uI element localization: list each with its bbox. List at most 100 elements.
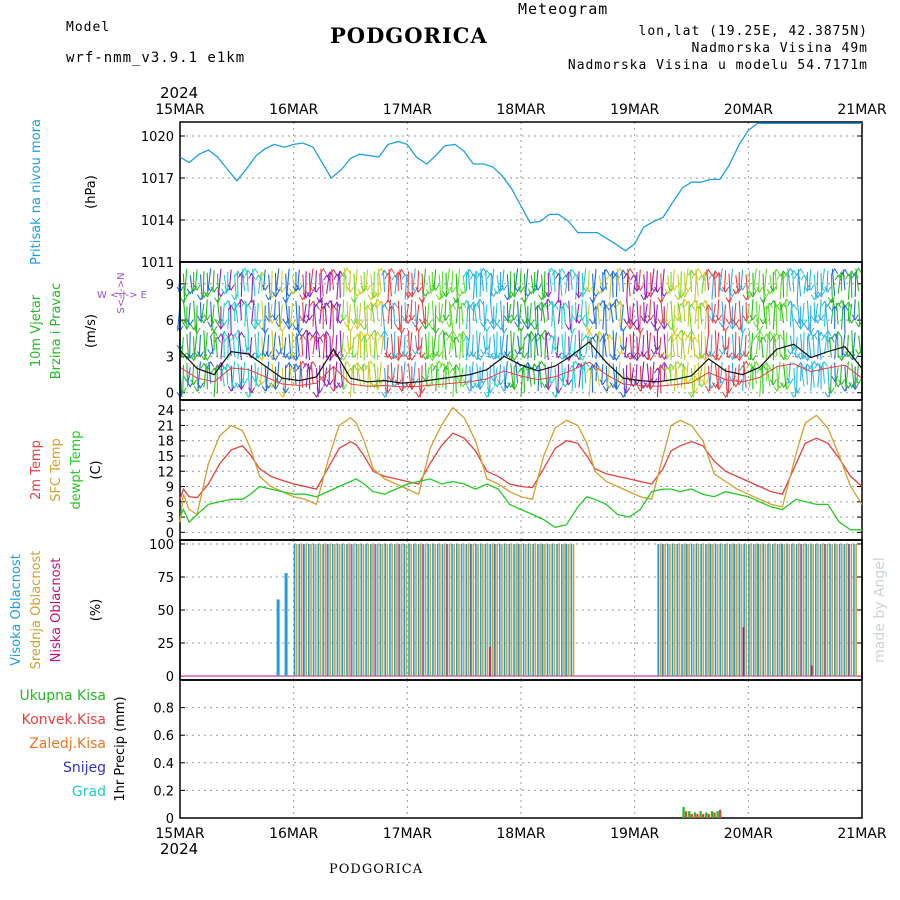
date-tick-label-top: 16MAR: [269, 102, 318, 118]
wind-arrow: [278, 301, 281, 327]
wind-arrow-head: [220, 319, 228, 326]
wind-arrow-head: [248, 298, 256, 306]
wind-arrow-head: [353, 333, 361, 340]
wind-arrow: [659, 364, 662, 393]
wind-arrow: [499, 336, 502, 361]
wind-arrow: [435, 365, 438, 392]
wind-arrow-head: [510, 354, 518, 361]
wind-arrow: [265, 361, 270, 388]
wind-arrow: [682, 299, 686, 320]
cloud-bar-mid: [515, 543, 518, 677]
wind-arrow: [456, 268, 461, 297]
wind-arrow: [524, 268, 529, 297]
wind-arrow: [534, 336, 536, 361]
wind-arrow-head: [381, 391, 389, 398]
panel-frame-temperature: [179, 399, 863, 541]
wind-arrow: [437, 334, 440, 357]
wind-arrow-head: [541, 302, 549, 310]
wind-arrow-head: [589, 336, 597, 343]
wind-arrow-head: [585, 367, 593, 374]
cloud-bar-high: [518, 543, 520, 677]
y-tick-label: 9: [166, 278, 174, 293]
wind-arrow-head: [538, 294, 545, 301]
wind-arrow-head: [827, 297, 835, 304]
cloud-bar-mid: [664, 543, 666, 677]
wind-arrow: [718, 272, 720, 297]
wind-arrow: [274, 272, 277, 297]
cloud-bar-high: [853, 543, 855, 677]
wind-arrow: [711, 274, 715, 300]
wind-arrow: [444, 299, 447, 320]
cloud-bar-high: [465, 543, 468, 677]
wind-arrow: [499, 300, 503, 330]
wind-arrow: [182, 273, 186, 303]
cloud-bar-mid: [334, 543, 336, 677]
wind-arrow: [564, 331, 566, 359]
wind-arrow-head: [289, 352, 296, 359]
wind-arrow: [538, 361, 543, 388]
cloud-bar-mid: [755, 543, 757, 677]
wind-arrow-head: [244, 391, 252, 398]
temp-unit-label: (C): [89, 460, 104, 479]
wind-axis-label-2: Brzina i Pravac: [49, 283, 64, 380]
cloud-bar-high: [413, 543, 415, 677]
wind-arrow-head: [275, 348, 283, 356]
wind-arrow-head: [486, 352, 494, 359]
wind-arrow-head: [405, 353, 412, 361]
wind-arrow-head: [510, 384, 518, 391]
wind-arrow: [306, 332, 311, 361]
wind-gust-line: [179, 361, 863, 388]
wind-arrow-head: [255, 319, 262, 326]
wind-compass-horizontal: W <-|-> E: [97, 290, 147, 301]
wind-arrow: [536, 305, 539, 334]
wind-arrow: [790, 304, 795, 332]
cloud-bar-high: [441, 543, 444, 677]
cloud-bar-mid: [381, 543, 384, 677]
cloud-bar-high: [432, 543, 434, 677]
y-tick-label: 0.6: [153, 729, 174, 744]
wind-arrow-head: [786, 378, 794, 385]
wind-arrow-head: [449, 303, 457, 310]
cloud-bar-mid: [783, 543, 786, 677]
wind-arrow-head: [217, 361, 225, 368]
precip-bar: [699, 811, 702, 818]
wind-arrow: [813, 302, 816, 321]
cloud-bar-high: [776, 543, 779, 677]
cloud-bar-high: [686, 543, 688, 677]
wind-arrow-head: [285, 291, 293, 298]
wind-arrow-head: [203, 291, 211, 298]
wind-arrow-head: [671, 284, 678, 291]
wind-arrow-head: [476, 354, 484, 361]
wind-arrow-head: [643, 382, 651, 389]
wind-arrow: [729, 268, 733, 297]
cloud-bar-high: [781, 543, 784, 677]
cloud-bar-mid: [697, 543, 700, 677]
wind-arrow-head: [810, 360, 818, 367]
wind-arrow-head: [773, 268, 781, 275]
wind-arrow-head: [698, 302, 706, 309]
wind-arrow: [438, 302, 441, 321]
wind-arrow: [640, 361, 645, 388]
wind-arrow-head: [214, 364, 221, 371]
wind-arrow: [493, 362, 495, 382]
cloud-bar-mid: [295, 543, 298, 677]
wind-arrow: [793, 368, 797, 398]
wind-arrow-head: [688, 329, 695, 337]
wind-arrow-head: [302, 362, 310, 369]
cloud-bar-high: [365, 543, 367, 677]
wind-arrow-head: [251, 323, 259, 330]
wind-arrow-head: [261, 327, 269, 334]
wind-arrow-head: [258, 324, 266, 331]
wind-arrow-head: [408, 291, 416, 298]
wind-arrow: [388, 268, 392, 297]
wind-arrow-head: [483, 344, 491, 351]
wind-arrow: [465, 336, 468, 361]
wind-arrow: [654, 304, 658, 332]
y-tick-label: 24: [157, 404, 174, 419]
wind-arrow-head: [278, 344, 286, 351]
wind-arrow-head: [452, 364, 460, 371]
cloud-bar-mid: [353, 543, 355, 677]
wind-arrow-head: [463, 299, 470, 306]
wind-arrow: [775, 305, 778, 334]
wind-arrow-head: [292, 355, 300, 362]
